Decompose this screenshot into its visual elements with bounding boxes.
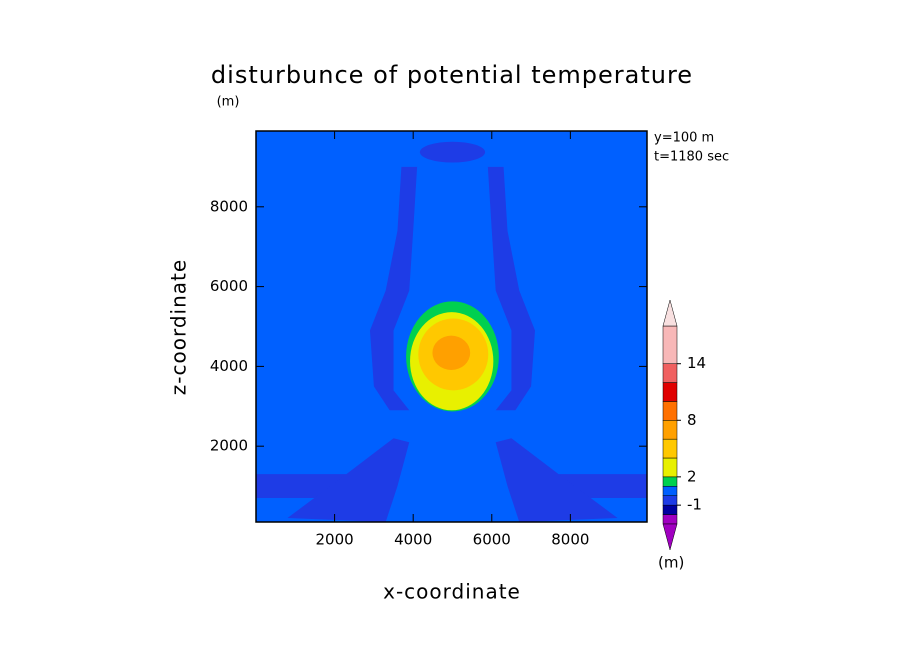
contour-region xyxy=(287,438,410,522)
y-tick-label: 2000 xyxy=(210,437,248,455)
y-tick-label: 6000 xyxy=(210,277,248,295)
colorbar-tick-label: 14 xyxy=(687,354,706,372)
contour-region xyxy=(487,166,536,411)
colorbar-unit-label: (m) xyxy=(658,554,684,572)
x-tick-label: 2000 xyxy=(315,531,353,549)
unit-label: (m) xyxy=(217,95,240,110)
x-tick-label: 4000 xyxy=(394,531,432,549)
colorbar-over xyxy=(662,299,678,327)
contour-region xyxy=(419,141,486,163)
colorbar-bin xyxy=(662,363,678,383)
colorbar-bin xyxy=(662,438,678,459)
x-axis-label: x-coordinate xyxy=(383,580,521,604)
y-axis-label: z-coordinate xyxy=(167,259,191,395)
colorbar-bin xyxy=(662,495,678,506)
annotation: y=100 m xyxy=(654,131,714,146)
contour-field xyxy=(256,131,647,522)
chart-title: disturbunce of potential temperature xyxy=(211,61,693,89)
y-tick-label: 8000 xyxy=(210,197,248,215)
colorbar-bin xyxy=(662,514,678,525)
contour-region xyxy=(432,335,471,370)
colorbar-tick-label: 8 xyxy=(687,411,697,429)
x-tick-label: 6000 xyxy=(473,531,511,549)
colorbar-bin xyxy=(662,486,678,496)
colorbar-bin xyxy=(662,325,678,364)
colorbar-tick-label: -1 xyxy=(687,496,702,514)
contour-region xyxy=(495,438,618,522)
colorbar-under xyxy=(662,523,678,551)
annotation: t=1180 sec xyxy=(654,150,729,165)
colorbar-bin xyxy=(662,401,678,421)
colorbar-tick-label: 2 xyxy=(687,467,697,485)
colorbar-bin xyxy=(662,382,678,402)
colorbar-bin xyxy=(662,457,678,478)
x-tick-label: 8000 xyxy=(551,531,589,549)
colorbar-bin xyxy=(662,504,678,515)
colorbar-bin xyxy=(662,476,678,487)
contour-region xyxy=(369,166,418,411)
y-tick-label: 4000 xyxy=(210,357,248,375)
plot-frame xyxy=(255,130,648,523)
colorbar-bin xyxy=(662,420,678,440)
